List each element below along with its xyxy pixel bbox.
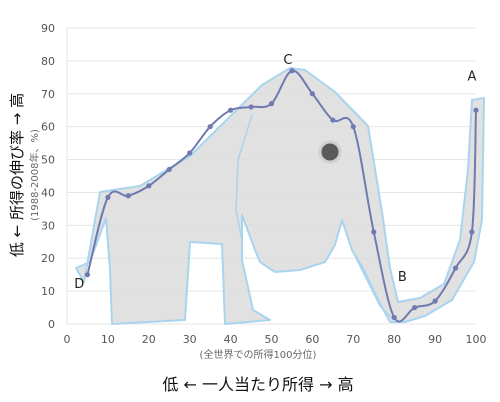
x-tick-label: 40	[224, 333, 238, 346]
data-point	[309, 91, 315, 97]
data-point	[432, 298, 438, 304]
x-tick-label: 0	[64, 333, 71, 346]
data-point	[187, 150, 193, 156]
data-point	[268, 101, 275, 107]
data-point	[391, 314, 397, 321]
y-tick-label: 40	[41, 186, 55, 199]
y-tick-label: 90	[41, 22, 55, 35]
x-tick-label: 80	[387, 333, 401, 346]
y-tick-label: 10	[41, 285, 55, 298]
x-axis-label: 低 ← 一人当たり所得 → 高	[162, 375, 353, 394]
annotation-b: B	[398, 270, 407, 285]
y-tick-label: 30	[41, 219, 55, 232]
y-tick-label: 20	[41, 252, 55, 265]
annotation-c: C	[283, 53, 292, 68]
annotation-d: D	[74, 277, 84, 292]
x-tick-label: 20	[142, 333, 156, 346]
y-tick-label: 70	[41, 88, 55, 101]
axis-labels: 低 ← 所得の伸び率 → 高 (1988-2008年、%) (全世界での所得10…	[8, 93, 354, 394]
data-point	[330, 117, 336, 123]
elephant-silhouette	[75, 67, 485, 325]
elephant-body	[75, 67, 485, 325]
y-tick-label: 60	[41, 121, 55, 134]
data-point	[105, 194, 111, 200]
x-tick-label: 10	[101, 333, 115, 346]
y-tick-label: 50	[41, 154, 55, 167]
annotation-a: A	[467, 70, 476, 85]
elephant-tusk-edge	[351, 249, 395, 321]
x-tick-label: 50	[265, 333, 279, 346]
data-point	[371, 229, 377, 235]
x-tick-label: 90	[428, 333, 442, 346]
data-point	[146, 183, 152, 189]
elephant-eye	[318, 140, 342, 164]
x-tick-label: 70	[346, 333, 360, 346]
data-point	[412, 304, 418, 311]
elephant-body-seam	[235, 114, 253, 241]
x-axis-sublabel: (全世界での所得100分位)	[200, 348, 317, 361]
x-tick-label: 60	[305, 333, 319, 346]
series	[84, 68, 479, 323]
annotations: A B C D	[74, 53, 476, 292]
data-point	[289, 68, 295, 74]
data-point	[469, 229, 475, 235]
axes: 0 10 20 30 40 50 60 70 80 90 0 10 20 30 40 50 60 70 80 90 10…	[41, 22, 487, 346]
data-point	[248, 104, 254, 110]
y-tick-label: 80	[41, 55, 55, 68]
y-axis-sublabel: (1988-2008年、%)	[28, 129, 41, 221]
data-point	[166, 166, 172, 173]
data-point	[207, 124, 213, 130]
x-tick-label: 30	[183, 333, 197, 346]
data-point	[84, 272, 91, 278]
y-tick-label: 0	[48, 318, 55, 331]
data-point	[350, 124, 356, 130]
y-axis-label: 低 ← 所得の伸び率 → 高	[8, 93, 26, 257]
x-tick-label: 100	[466, 333, 487, 346]
data-point	[473, 107, 479, 113]
data-point	[452, 265, 459, 271]
data-point	[228, 107, 234, 113]
data-point	[125, 193, 131, 199]
